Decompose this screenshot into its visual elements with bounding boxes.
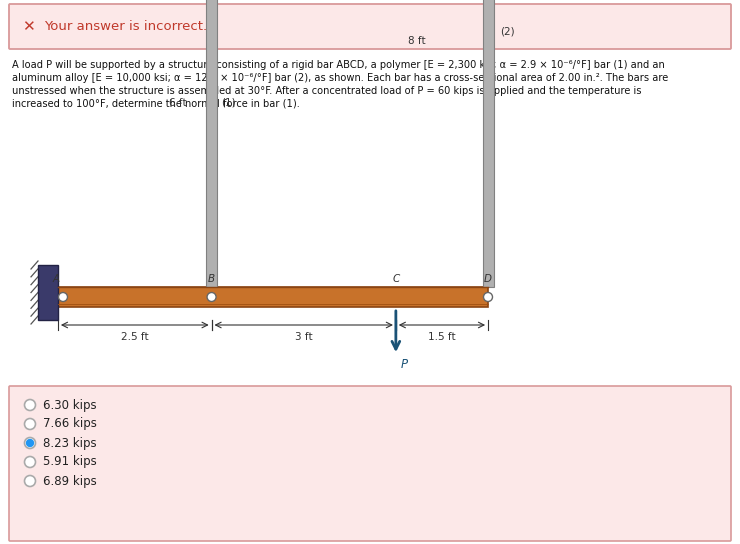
Text: increased to 100°F, determine the normal force in bar (1).: increased to 100°F, determine the normal… xyxy=(12,99,300,109)
Text: A: A xyxy=(53,274,59,284)
Text: unstressed when the structure is assembled at 30°F. After a concentrated load of: unstressed when the structure is assembl… xyxy=(12,86,642,96)
Circle shape xyxy=(24,399,36,411)
Text: Your answer is incorrect.: Your answer is incorrect. xyxy=(44,21,207,34)
Circle shape xyxy=(24,456,36,467)
Text: 7.66 kips: 7.66 kips xyxy=(43,417,97,430)
Circle shape xyxy=(58,293,67,301)
Text: 6 ft: 6 ft xyxy=(169,98,186,108)
Bar xyxy=(38,265,58,320)
Text: 2.5 ft: 2.5 ft xyxy=(121,332,149,342)
FancyBboxPatch shape xyxy=(9,4,731,49)
Text: 3 ft: 3 ft xyxy=(295,332,312,342)
Text: D: D xyxy=(484,274,492,284)
Text: 8 ft: 8 ft xyxy=(408,36,425,46)
Bar xyxy=(58,287,488,307)
Text: aluminum alloy [E = 10,000 ksi; α = 12.5 × 10⁻⁶/°F] bar (2), as shown. Each bar : aluminum alloy [E = 10,000 ksi; α = 12.5… xyxy=(12,73,668,83)
Circle shape xyxy=(24,475,36,486)
Text: 5.91 kips: 5.91 kips xyxy=(43,455,97,468)
Circle shape xyxy=(483,293,493,301)
Circle shape xyxy=(27,440,33,447)
Text: P: P xyxy=(401,358,408,371)
Bar xyxy=(206,0,217,287)
Text: ✕: ✕ xyxy=(21,20,34,34)
Text: (1): (1) xyxy=(221,98,236,108)
Text: 6.89 kips: 6.89 kips xyxy=(43,474,97,487)
Circle shape xyxy=(207,293,216,301)
Text: 8.23 kips: 8.23 kips xyxy=(43,436,97,449)
Circle shape xyxy=(24,418,36,430)
Text: A load P will be supported by a structure consisting of a rigid bar ABCD, a poly: A load P will be supported by a structur… xyxy=(12,60,665,70)
Circle shape xyxy=(24,437,36,448)
Bar xyxy=(482,0,494,287)
Text: C: C xyxy=(392,274,400,284)
FancyBboxPatch shape xyxy=(9,386,731,541)
Text: B: B xyxy=(208,274,215,284)
Text: 6.30 kips: 6.30 kips xyxy=(43,399,97,411)
Text: (2): (2) xyxy=(500,26,514,36)
Text: 1.5 ft: 1.5 ft xyxy=(428,332,456,342)
